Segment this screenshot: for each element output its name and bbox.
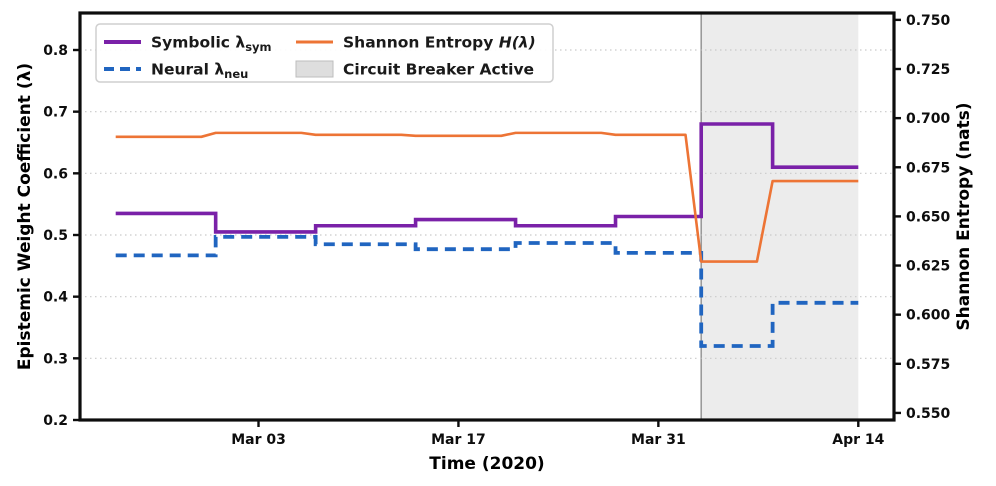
tick-layer: 0.2 0.3 0.4 0.5 0.6 0.7 0.8 0.550 0.575 0.600 0.62…	[43, 13, 950, 448]
y-right-tick-label: 0.600	[906, 308, 951, 324]
y-right-tick-label: 0.575	[906, 357, 950, 373]
x-tick-label: Mar 17	[431, 432, 486, 448]
y-left-tick-label: 0.5	[43, 228, 68, 244]
circuit-breaker-active-region	[701, 13, 859, 420]
x-tick-label: Apr 14	[832, 432, 884, 448]
circuit-breaker-region-layer	[700, 13, 859, 420]
x-tick-label: Mar 03	[231, 432, 286, 448]
series-symbolic-sym	[115, 122, 859, 234]
y-left-tick-label: 0.8	[43, 43, 68, 59]
x-tick-label: Mar 31	[631, 432, 686, 448]
y-left-tick-label: 0.7	[43, 105, 68, 121]
legend-breaker-swatch	[295, 60, 334, 78]
legend-neural-label: Neural λneu	[151, 61, 248, 82]
y-right-tick-label: 0.550	[906, 406, 951, 422]
y-left-tick-label: 0.2	[43, 413, 68, 429]
y-left-tick-label: 0.4	[43, 290, 68, 306]
y-left-tick-label: 0.3	[43, 351, 68, 367]
y-axis-label-left: Epistemic Weight Coefficient (λ)	[15, 63, 35, 370]
legend-breaker-label: Circuit Breaker Active	[343, 61, 534, 79]
y-right-tick-label: 0.650	[906, 209, 951, 225]
y-right-tick-label: 0.750	[906, 13, 951, 29]
y-right-tick-label: 0.725	[906, 62, 950, 78]
y-left-tick-label: 0.6	[43, 166, 68, 182]
x-axis-label: Time (2020)	[429, 454, 544, 474]
legend-entropy-label: Shannon Entropy H(λ)	[343, 34, 536, 52]
legend: Symbolic λsym Neural λneu Shannon Entrop…	[95, 23, 554, 83]
y-right-tick-label: 0.675	[906, 160, 950, 176]
series-layer	[115, 122, 859, 348]
series-neural-neu	[115, 234, 859, 348]
series-shannon-entropy-h-	[115, 131, 859, 263]
legend-symbolic-label: Symbolic λsym	[151, 34, 272, 55]
y-right-tick-label: 0.625	[906, 259, 950, 275]
y-right-tick-label: 0.700	[906, 111, 951, 127]
legend-box	[95, 23, 554, 83]
y-axis-label-right: Shannon Entropy (nats)	[954, 102, 974, 330]
